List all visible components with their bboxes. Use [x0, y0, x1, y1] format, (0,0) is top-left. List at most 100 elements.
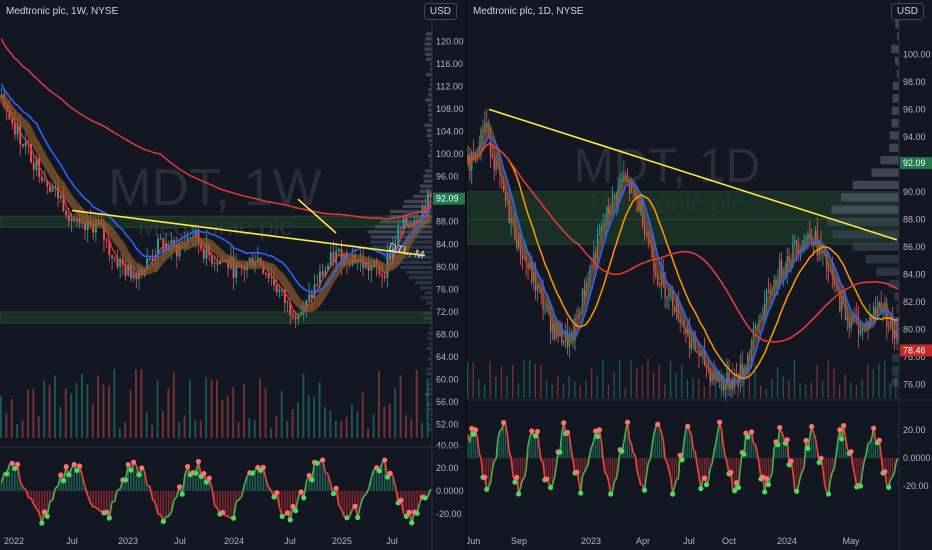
left-currency-button[interactable]: USD	[423, 3, 457, 20]
volume-bar	[737, 375, 739, 398]
volume-bar	[495, 376, 497, 398]
oscillator-line-segment	[536, 431, 541, 448]
candle-body	[116, 257, 119, 267]
oscillator-line-segment	[664, 458, 668, 464]
volume-bar	[345, 417, 348, 438]
x-axis-tick-label: 2024	[777, 536, 797, 546]
volume-bar	[883, 360, 886, 398]
volume-profile-bar	[891, 44, 899, 53]
oscillator-peak-dot	[685, 423, 691, 429]
oscillator-line-segment	[268, 486, 272, 492]
volume-profile-bar	[426, 32, 432, 36]
volume-profile-bar	[419, 286, 432, 290]
oscillator-line-segment	[799, 471, 804, 477]
volume-profile-bar	[419, 184, 432, 188]
volume-bar	[145, 412, 148, 438]
oscillator-line-segment	[510, 457, 514, 476]
candle-body	[741, 363, 743, 378]
oscillator-tick-label: 20.00	[436, 463, 459, 473]
candle-body	[73, 218, 76, 221]
candle-body	[300, 312, 302, 314]
candle-body	[542, 292, 544, 310]
oscillator-line-segment	[559, 433, 563, 453]
candle-body	[812, 243, 815, 246]
candle-body	[24, 142, 27, 147]
x-axis-tick-label: Sep	[511, 536, 527, 546]
candle-body	[148, 258, 151, 260]
volume-profile-bar	[430, 148, 432, 153]
volume-profile-bar	[428, 331, 432, 336]
volume-bar	[754, 362, 756, 398]
volume-bar	[399, 375, 402, 438]
oscillator-tick-label: -20.00	[903, 481, 929, 491]
left-chart-header: Medtronic plc, 1W, NYSE	[6, 6, 119, 17]
oscillator-line-segment	[683, 429, 687, 443]
volume-bar	[624, 387, 627, 398]
oscillator-line-segment	[238, 496, 243, 501]
candle-body	[536, 284, 539, 291]
candle-body	[270, 277, 273, 279]
candle-body	[208, 244, 211, 256]
oscillator-line-segment	[392, 475, 397, 487]
oscillator-peak-dot	[104, 509, 110, 515]
volume-bar	[232, 387, 235, 438]
candle-body	[645, 233, 648, 235]
left-chart-pane[interactable]: MDT, 1WMedtronic plc120.00116.00112.0010…	[0, 0, 465, 550]
oscillator-line-segment	[756, 451, 760, 465]
oscillator-peak-dot	[201, 470, 207, 477]
oscillator-trough-dot	[557, 449, 563, 455]
volume-profile-bar	[429, 306, 432, 310]
candle-body	[332, 252, 335, 264]
oscillator-trough-dot	[44, 513, 50, 519]
candle-body	[46, 179, 49, 187]
volume-bar	[21, 420, 24, 438]
oscillator-line-segment	[235, 499, 240, 503]
volume-bar	[205, 377, 208, 438]
volume-profile-bar	[841, 193, 899, 202]
candle-body	[705, 366, 708, 369]
candle-body	[872, 307, 875, 320]
volume-bar	[270, 427, 272, 438]
last-price-tag-label: 92.09	[903, 158, 926, 168]
y-axis-tick-label: 76.00	[436, 284, 459, 294]
y-axis-tick-label: 116.00	[436, 59, 463, 69]
oscillator-trough-dot	[106, 515, 112, 521]
volume-bar	[189, 380, 191, 438]
candle-body	[43, 179, 46, 181]
volume-bar	[307, 394, 310, 438]
y-axis-tick-label: 94.00	[903, 132, 926, 142]
candle-body	[553, 323, 555, 340]
oscillator-line-segment	[33, 503, 38, 509]
candle-body	[57, 186, 59, 199]
pane-divider[interactable]	[465, 0, 467, 550]
oscillator-trough-dot	[230, 515, 237, 521]
oscillator-tick-label: 40.00	[436, 440, 459, 450]
oscillator-peak-dot	[274, 490, 280, 496]
right-currency-button[interactable]: USD	[890, 3, 924, 20]
candle-body	[146, 258, 149, 270]
candle-body	[630, 183, 633, 194]
volume-bar	[378, 371, 380, 438]
oscillator-line-segment	[581, 471, 586, 477]
candle-body	[248, 257, 251, 263]
oscillator-line-segment	[22, 486, 27, 490]
oscillator-line-segment	[495, 438, 499, 460]
oscillator-line-segment	[626, 422, 631, 440]
right-chart-pane[interactable]: MDT, 1DMedtronic plc100.0098.0096.0094.0…	[467, 0, 932, 550]
candle-body	[165, 244, 167, 252]
y-axis-tick-label: 112.00	[436, 81, 463, 91]
candle-body	[752, 328, 755, 343]
candle-body	[805, 238, 807, 241]
oscillator-line-segment	[491, 460, 496, 471]
y-axis-tick-label: 60.00	[436, 375, 459, 385]
oscillator-line-segment	[869, 437, 873, 444]
volume-bar	[334, 420, 337, 438]
volume-bar	[855, 385, 858, 398]
oscillator-line-segment	[662, 440, 666, 459]
y-axis-tick-label: 84.00	[436, 239, 459, 249]
volume-bar	[726, 358, 728, 398]
trendline-0	[71, 209, 426, 257]
secondary-price-tag	[900, 344, 932, 357]
x-axis-tick-label: 2022	[4, 536, 24, 546]
moving-average-1	[0, 93, 434, 313]
